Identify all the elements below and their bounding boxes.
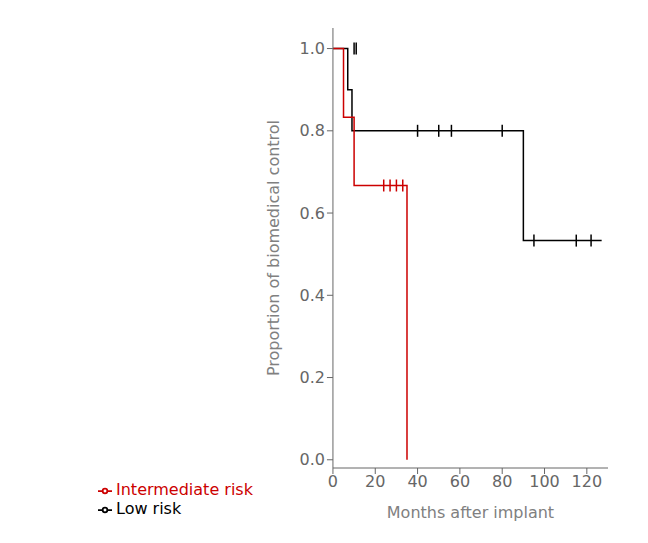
svg-text:Proportion of biomedical contr: Proportion of biomedical control — [264, 120, 283, 376]
svg-text:0.2: 0.2 — [299, 368, 324, 387]
svg-text:80: 80 — [492, 472, 512, 491]
html-text:Intermediate risk: Intermediate risk — [116, 480, 253, 499]
svg-text:1.0: 1.0 — [299, 39, 324, 58]
svg-text:40: 40 — [407, 472, 427, 491]
svg-text:120: 120 — [572, 472, 603, 491]
svg-text:Months after implant: Months after implant — [387, 503, 554, 522]
svg-text:60: 60 — [450, 472, 470, 491]
svg-text:0: 0 — [328, 472, 338, 491]
svg-text:20: 20 — [365, 472, 385, 491]
svg-text:0.4: 0.4 — [299, 286, 324, 305]
svg-text:0.6: 0.6 — [299, 204, 324, 223]
html-text:Low risk: Low risk — [116, 499, 182, 518]
svg-text:0.0: 0.0 — [299, 450, 324, 469]
svg-text:0.8: 0.8 — [299, 121, 324, 140]
svg-text:100: 100 — [529, 472, 560, 491]
